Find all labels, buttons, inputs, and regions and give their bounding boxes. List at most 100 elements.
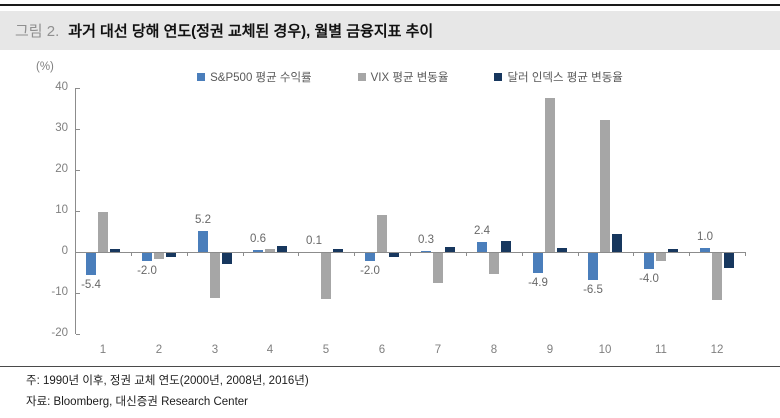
x-axis-tick [410, 252, 411, 256]
y-axis-tick [76, 211, 80, 212]
bar-S&P500 평균 수익률-month-4 [253, 250, 263, 252]
data-label-month-1: -5.4 [81, 279, 101, 291]
data-label-month-4: 0.6 [250, 233, 266, 245]
legend-item-2: 달러 인덱스 평균 변동율 [494, 69, 623, 85]
bar-S&P500 평균 수익률-month-8 [477, 242, 487, 252]
x-axis-month-label: 9 [546, 344, 554, 356]
y-axis-tick [76, 293, 80, 294]
data-label-month-9: -4.9 [528, 277, 548, 289]
bar-S&P500 평균 수익률-month-10 [588, 253, 598, 280]
data-label-month-10: -6.5 [583, 284, 603, 296]
bar-달러 인덱스 평균 변동율-month-6 [389, 253, 399, 257]
x-axis-month-label: 2 [155, 344, 163, 356]
x-axis-month-label: 6 [378, 344, 386, 356]
legend-item-0: S&P500 평균 수익률 [197, 69, 312, 85]
bar-S&P500 평균 수익률-month-12 [700, 248, 710, 252]
x-axis-tick [633, 252, 634, 256]
bar-달러 인덱스 평균 변동율-month-4 [277, 246, 287, 252]
x-axis-tick [298, 252, 299, 256]
data-label-month-6: -2.0 [360, 265, 380, 277]
x-axis-tick [466, 252, 467, 256]
bar-VIX 평균 변동율-month-5 [321, 253, 331, 299]
bar-VIX 평균 변동율-month-8 [489, 253, 499, 274]
bar-달러 인덱스 평균 변동율-month-3 [222, 253, 232, 264]
bar-달러 인덱스 평균 변동율-month-12 [724, 253, 734, 268]
bar-S&P500 평균 수익률-month-2 [142, 253, 152, 261]
bar-chart: (%) S&P500 평균 수익률 VIX 평균 변동율 달러 인덱스 평균 변동율… [0, 60, 780, 362]
x-axis-month-label: 1 [99, 344, 107, 356]
x-axis-tick [243, 252, 244, 256]
bar-VIX 평균 변동율-month-6 [377, 215, 387, 252]
bar-VIX 평균 변동율-month-1 [98, 212, 108, 252]
x-axis-month-label: 11 [655, 344, 667, 356]
top-border-line [0, 4, 780, 6]
y-axis-tick-label: -20 [51, 327, 68, 339]
bar-S&P500 평균 수익률-month-7 [421, 251, 431, 252]
bar-VIX 평균 변동율-month-11 [656, 253, 666, 261]
figure-number: 그림 2. [15, 23, 60, 40]
note-text: 주: 1990년 이후, 정권 교체 연도(2000년, 2008년, 2016… [26, 375, 309, 387]
figure-title-bar: 그림 2. 과거 대선 당해 연도(정권 교체된 경우), 월별 금융지표 추이 [0, 4, 780, 50]
data-label-month-12: 1.0 [697, 231, 713, 243]
bar-달러 인덱스 평균 변동율-month-5 [333, 249, 343, 252]
bar-S&P500 평균 수익률-month-11 [644, 253, 654, 269]
x-axis-tick [689, 252, 690, 256]
data-label-month-7: 0.3 [418, 234, 434, 246]
x-axis-month-label: 4 [266, 344, 274, 356]
bar-VIX 평균 변동율-month-9 [545, 98, 555, 252]
bar-VIX 평균 변동율-month-2 [154, 253, 164, 259]
x-axis-tick [131, 252, 132, 256]
bar-S&P500 평균 수익률-month-1 [86, 253, 96, 275]
data-label-month-3: 5.2 [195, 214, 211, 226]
data-label-month-5: 0.1 [306, 235, 322, 247]
y-axis-tick [76, 88, 80, 89]
chart-legend: S&P500 평균 수익률 VIX 평균 변동율 달러 인덱스 평균 변동율 [75, 69, 745, 85]
y-axis-tick-label: -10 [51, 286, 68, 298]
y-axis-tick [76, 129, 80, 130]
y-axis-tick [76, 170, 80, 171]
y-axis-line [75, 88, 76, 334]
x-axis-tick [354, 252, 355, 256]
bar-달러 인덱스 평균 변동율-month-11 [668, 249, 678, 252]
legend-item-1: VIX 평균 변동율 [357, 69, 449, 85]
bar-S&P500 평균 수익률-month-3 [198, 231, 208, 252]
bar-달러 인덱스 평균 변동율-month-1 [110, 249, 120, 252]
x-axis-month-label: 12 [710, 344, 724, 356]
data-label-month-8: 2.4 [474, 225, 490, 237]
bar-VIX 평균 변동율-month-4 [265, 249, 275, 252]
x-axis-month-label: 8 [490, 344, 498, 356]
legend-label: 달러 인덱스 평균 변동율 [507, 72, 623, 84]
bar-달러 인덱스 평균 변동율-month-7 [445, 247, 455, 252]
y-axis-tick [76, 334, 80, 335]
bar-VIX 평균 변동율-month-10 [600, 120, 610, 252]
y-axis-tick-label: 30 [55, 122, 68, 134]
title-background: 그림 2. 과거 대선 당해 연도(정권 교체된 경우), 월별 금융지표 추이 [0, 11, 780, 50]
bar-S&P500 평균 수익률-month-6 [365, 253, 375, 261]
x-axis-tick [578, 252, 579, 256]
y-axis-unit-label: (%) [36, 61, 54, 73]
y-axis-tick-label: 40 [55, 81, 68, 93]
legend-label: S&P500 평균 수익률 [210, 72, 312, 84]
bar-VIX 평균 변동율-month-7 [433, 253, 443, 283]
bar-달러 인덱스 평균 변동율-month-8 [501, 241, 511, 252]
data-label-month-2: -2.0 [137, 265, 157, 277]
legend-swatch-icon [357, 73, 366, 81]
legend-label: VIX 평균 변동율 [370, 72, 449, 84]
y-axis-tick-label: 0 [61, 245, 68, 257]
x-axis-month-label: 3 [211, 344, 219, 356]
bar-달러 인덱스 평균 변동율-month-9 [557, 248, 567, 252]
legend-swatch-icon [197, 73, 206, 81]
source-text: 자료: Bloomberg, 대신증권 Research Center [26, 396, 248, 408]
bar-VIX 평균 변동율-month-12 [712, 253, 722, 300]
y-axis-tick-label: 20 [55, 163, 68, 175]
y-axis-tick-label: 10 [55, 204, 68, 216]
bar-S&P500 평균 수익률-month-9 [533, 253, 543, 273]
x-axis-month-label: 7 [434, 344, 442, 356]
data-label-month-11: -4.0 [639, 273, 659, 285]
x-axis-tick [187, 252, 188, 256]
bar-VIX 평균 변동율-month-3 [210, 253, 220, 298]
bar-달러 인덱스 평균 변동율-month-10 [612, 234, 622, 252]
x-axis-month-label: 10 [598, 344, 612, 356]
x-axis-tick [522, 252, 523, 256]
chart-footnotes: 주: 1990년 이후, 정권 교체 연도(2000년, 2008년, 2016… [0, 366, 780, 414]
